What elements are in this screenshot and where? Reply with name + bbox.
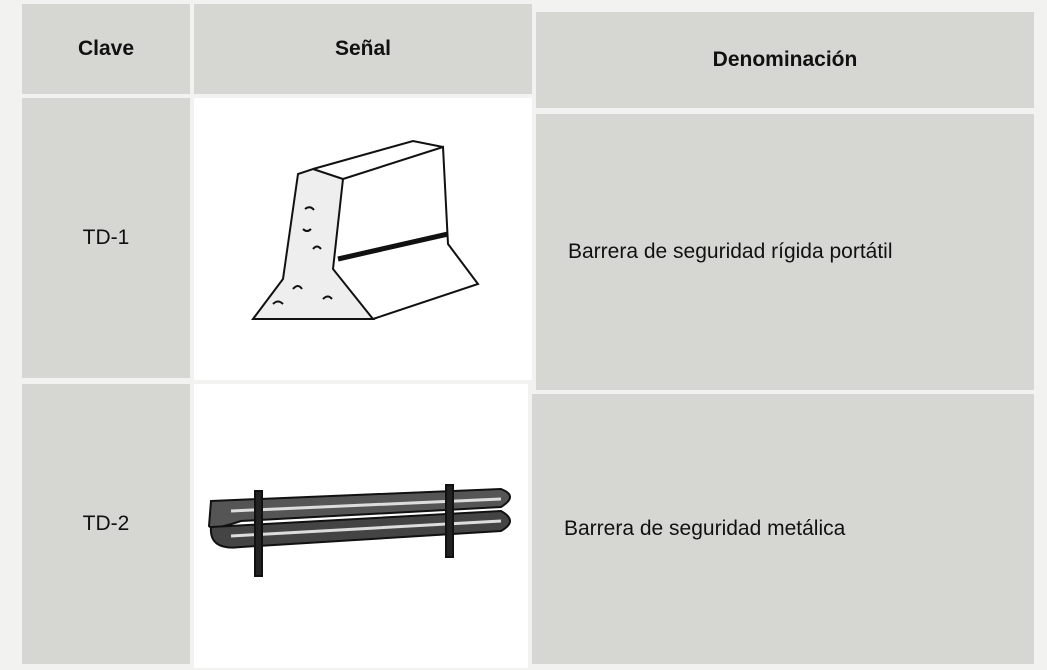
header-cell: Señal xyxy=(194,4,532,94)
header-cell: Denominación xyxy=(536,12,1034,108)
header-text: Señal xyxy=(334,37,392,60)
header-text: Clave xyxy=(77,37,135,60)
description-cell: Barrera de seguridad rígida portátil xyxy=(536,114,1034,390)
key-text: TD-1 xyxy=(82,226,130,249)
description-cell: Barrera de seguridad metálica xyxy=(532,394,1034,664)
concrete-barrier-drawing xyxy=(251,139,480,320)
description-text: Barrera de seguridad rígida portátil xyxy=(568,240,893,263)
description-text: Barrera de seguridad metálica xyxy=(564,517,846,540)
key-cell: TD-1 xyxy=(22,98,190,378)
metal-barrier-drawing xyxy=(207,484,511,577)
header-cell: Clave xyxy=(22,4,190,94)
key-cell: TD-2 xyxy=(22,384,190,664)
image-cell xyxy=(194,98,532,380)
key-text: TD-2 xyxy=(82,512,130,535)
header-text: Denominación xyxy=(712,48,858,71)
image-cell xyxy=(194,384,528,668)
